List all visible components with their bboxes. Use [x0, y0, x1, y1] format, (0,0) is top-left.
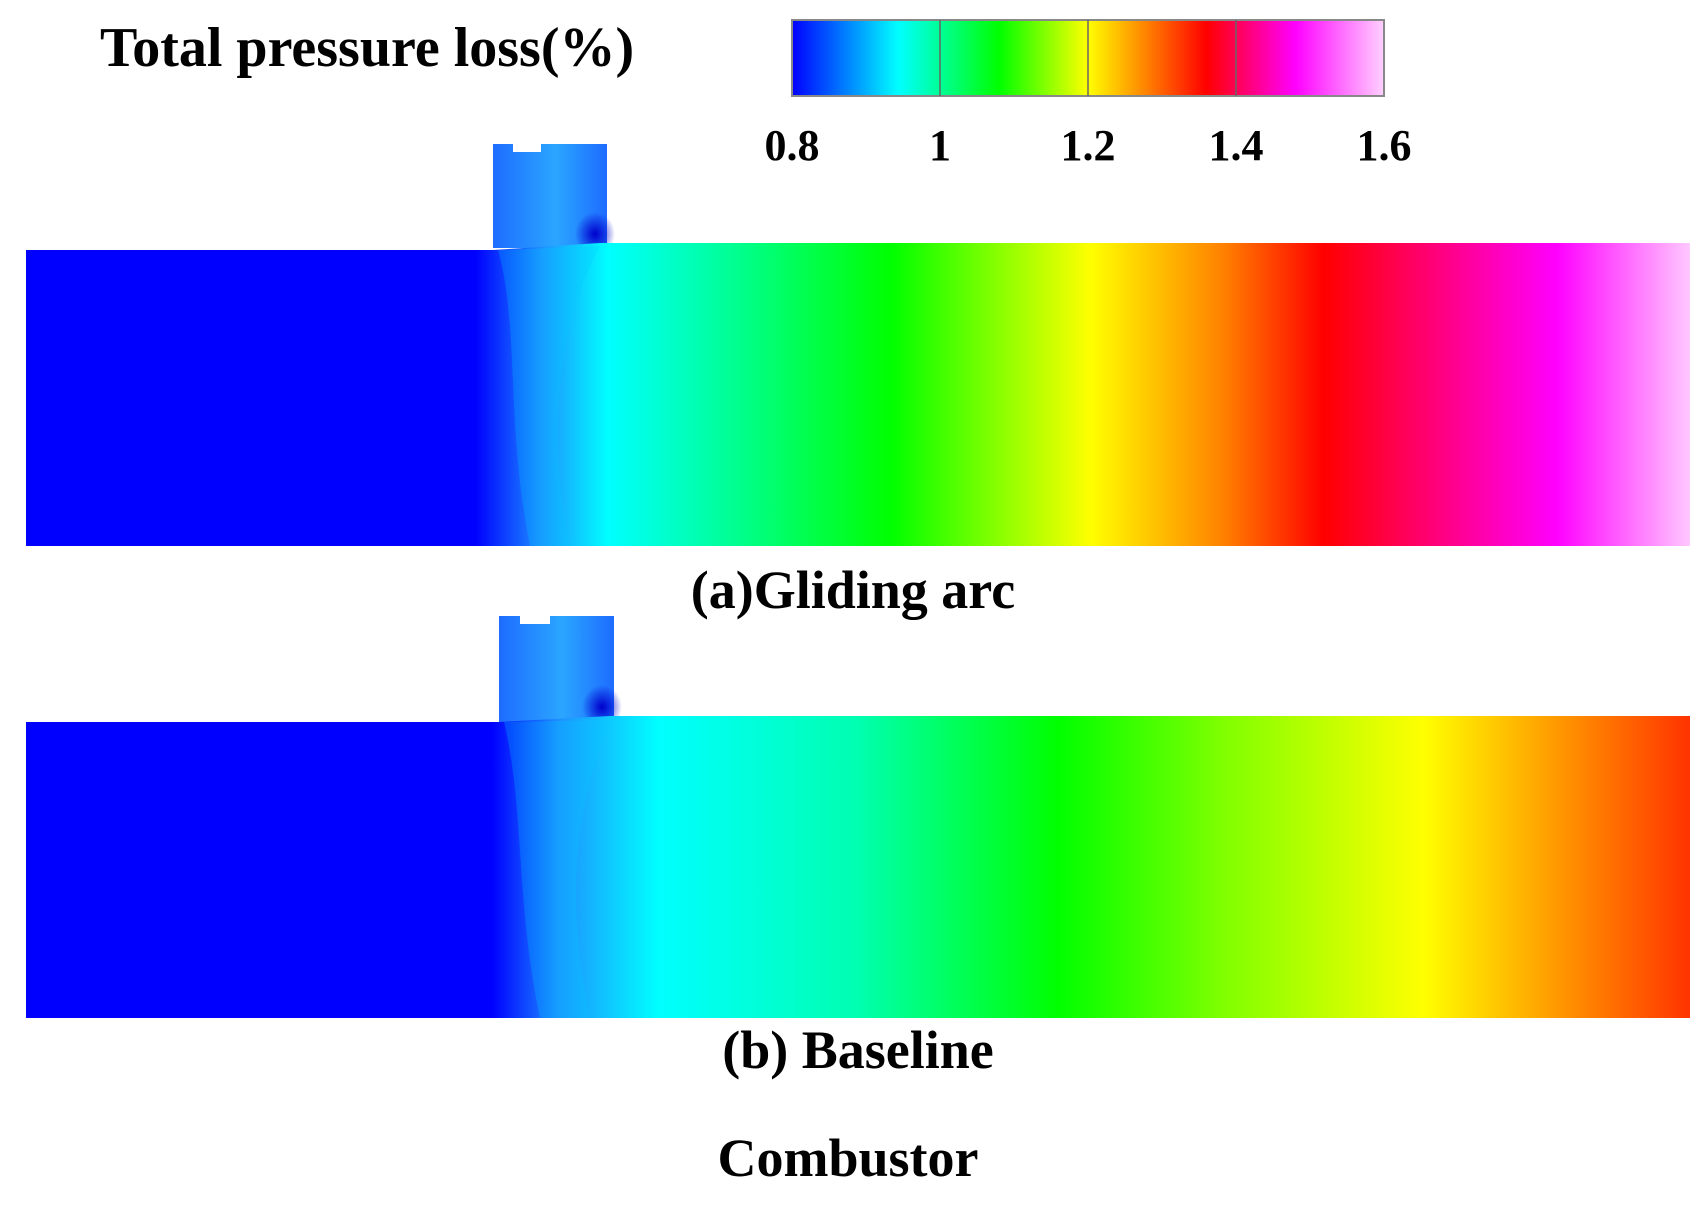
- panel-a-caption: (a)Gliding arc: [691, 560, 1016, 620]
- panel-baseline: (b) Baseline: [26, 616, 1690, 1080]
- panel-b-mixing-plume: [504, 720, 612, 1018]
- panel-b-caption: (b) Baseline: [722, 1020, 994, 1080]
- legend-tick-0: 0.8: [765, 121, 820, 170]
- legend-tick-2: 1.2: [1061, 121, 1116, 170]
- legend-separators: [939, 20, 1237, 96]
- legend-title: Total pressure loss(%): [100, 17, 634, 79]
- panel-a-mixing-plume: [498, 246, 600, 546]
- legend-tick-3: 1.4: [1209, 121, 1264, 170]
- panel-b-contour: [26, 716, 1690, 1018]
- panel-a-contour: [26, 243, 1690, 546]
- footer-label: Combustor: [717, 1128, 978, 1188]
- legend-tick-4: 1.6: [1357, 121, 1412, 170]
- panel-a-inlet-notch: [513, 144, 541, 152]
- legend-ticks: 0.8 1 1.2 1.4 1.6: [765, 121, 1412, 170]
- panel-gliding-arc: (a)Gliding arc: [26, 144, 1690, 620]
- legend-tick-1: 1: [929, 121, 951, 170]
- panel-b-inlet-notch: [520, 616, 550, 624]
